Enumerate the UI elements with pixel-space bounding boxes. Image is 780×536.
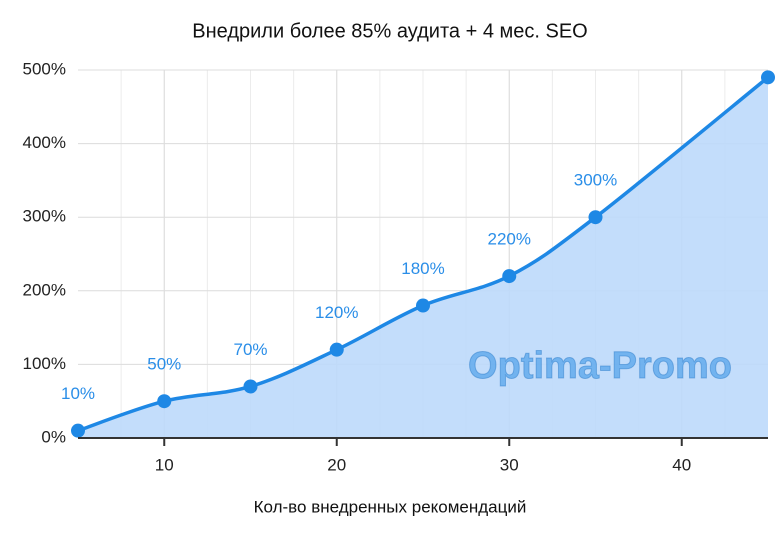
value-label: 10% <box>61 384 95 403</box>
x-axis-label: Кол-во внедренных рекомендаций <box>254 497 527 516</box>
point <box>157 394 172 409</box>
point <box>761 70 775 85</box>
value-label: 70% <box>233 340 267 359</box>
value-label: 120% <box>315 303 358 322</box>
value-label: 220% <box>488 230 531 249</box>
value-label: 300% <box>574 171 617 190</box>
point <box>71 423 85 438</box>
area-fill <box>78 77 768 439</box>
y-tick-label: 0% <box>41 427 66 446</box>
y-tick-label: 500% <box>23 59 66 78</box>
point <box>502 269 517 284</box>
value-label: 50% <box>147 355 181 374</box>
point <box>243 379 258 394</box>
x-tick-label: 20 <box>327 455 346 474</box>
chart-subtitle: Внедрили более 85% аудита + 4 мес. SEO <box>192 20 587 42</box>
x-tick-label: 40 <box>672 455 691 474</box>
watermark: Optima-Promo <box>468 345 732 387</box>
y-tick-label: 100% <box>23 354 66 373</box>
y-tick-label: 400% <box>23 133 66 152</box>
point <box>329 342 344 357</box>
x-tick-label: 30 <box>500 455 519 474</box>
line <box>77 76 770 433</box>
point <box>416 298 430 313</box>
x-tick-label: 10 <box>155 455 174 474</box>
y-tick-label: 300% <box>23 207 66 226</box>
value-label: 180% <box>401 259 444 278</box>
y-tick-label: 200% <box>23 280 66 299</box>
point <box>588 210 603 225</box>
